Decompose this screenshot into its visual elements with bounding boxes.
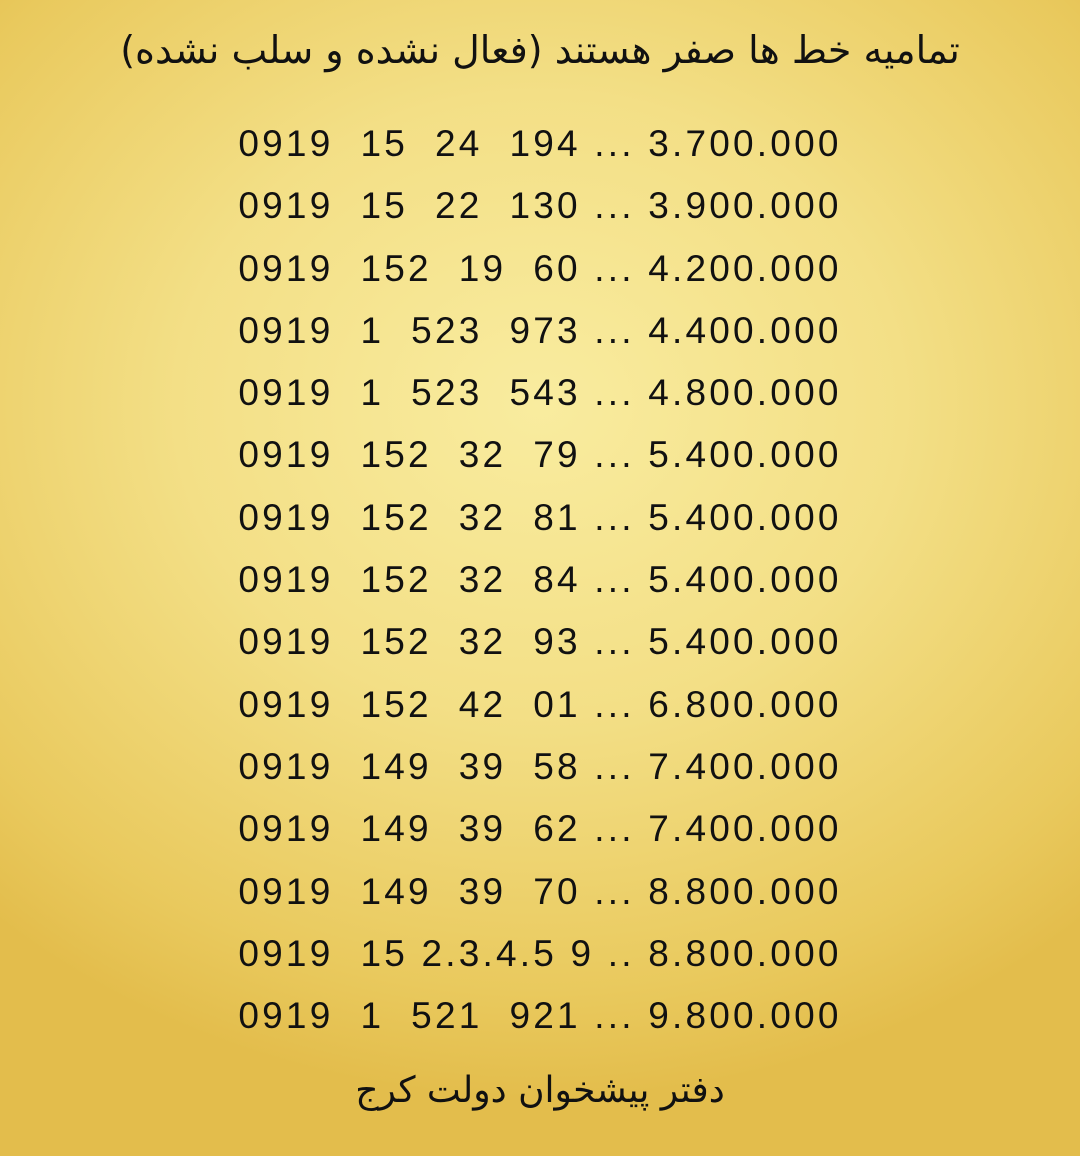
phone-number: 0919 152 32 81 (238, 496, 581, 538)
listing-row: 0919 152 32 93 ... 5.400.000 (0, 614, 1080, 676)
listing-row: 0919 1 521 921 ... 9.800.000 (0, 988, 1080, 1050)
separator-dots: ... (580, 995, 649, 1037)
separator-dots: ... (580, 683, 649, 725)
listing-row: 0919 152 42 01 ... 6.800.000 (0, 677, 1080, 739)
separator-dots: ... (580, 185, 649, 227)
price: 8.800.000 (648, 870, 842, 912)
price: 7.400.000 (648, 808, 842, 850)
phone-number: 0919 15 22 130 (238, 185, 581, 227)
listing-row: 0919 152 32 81 ... 5.400.000 (0, 490, 1080, 552)
phone-number: 0919 152 42 01 (238, 683, 581, 725)
price: 5.400.000 (648, 621, 842, 663)
price: 5.400.000 (648, 559, 842, 601)
phone-number: 0919 152 19 60 (238, 247, 581, 289)
price: 9.800.000 (648, 995, 842, 1037)
price: 3.700.000 (648, 123, 842, 164)
listing-row: 0919 152 32 79 ... 5.400.000 (0, 427, 1080, 489)
price: 3.900.000 (648, 185, 842, 227)
phone-number: 0919 152 32 93 (238, 621, 581, 663)
listing-row: 0919 15 24 194 ... 3.700.000 (0, 116, 1080, 178)
phone-number: 0919 1 523 973 (238, 309, 581, 351)
listing-row: 0919 149 39 62 ... 7.400.000 (0, 801, 1080, 863)
listing-row: 0919 149 39 70 ... 8.800.000 (0, 864, 1080, 926)
price: 5.400.000 (648, 434, 842, 476)
separator-dots: ... (580, 434, 649, 476)
separator-dots: ... (580, 372, 649, 414)
phone-number: 0919 15 24 194 (238, 123, 581, 164)
listing-row: 0919 1 523 973 ... 4.400.000 (0, 303, 1080, 365)
phone-number: 0919 15 2.3.4.5 9 (238, 932, 595, 974)
listing-row: 0919 15 2.3.4.5 9 .. 8.800.000 (0, 926, 1080, 988)
separator-dots: ... (580, 123, 649, 164)
separator-dots: ... (580, 496, 649, 538)
office-name-footer: دفتر پیشخوان دولت کرج (355, 1070, 725, 1111)
listing-row: 0919 1 523 543 ... 4.800.000 (0, 365, 1080, 427)
price: 4.800.000 (648, 372, 842, 414)
separator-dots: ... (580, 808, 649, 850)
separator-dots: ... (580, 870, 649, 912)
price: 5.400.000 (648, 496, 842, 538)
price: 7.400.000 (648, 745, 842, 787)
price: 8.800.000 (648, 932, 842, 974)
separator-dots: ... (580, 559, 649, 601)
listing-row: 0919 152 32 84 ... 5.400.000 (0, 552, 1080, 614)
phone-number: 0919 1 523 543 (238, 372, 581, 414)
phone-number: 0919 149 39 62 (238, 808, 581, 850)
phone-number: 0919 1 521 921 (238, 995, 581, 1037)
separator-dots: ... (580, 247, 649, 289)
phone-number: 0919 152 32 79 (238, 434, 581, 476)
price: 4.200.000 (648, 247, 842, 289)
listing-row: 0919 152 19 60 ... 4.200.000 (0, 241, 1080, 303)
separator-dots: ... (580, 745, 649, 787)
listing-row: 0919 15 22 130 ... 3.900.000 (0, 178, 1080, 240)
phone-number: 0919 149 39 70 (238, 870, 581, 912)
phone-number: 0919 152 32 84 (238, 559, 581, 601)
page-title: تمامیه خط ها صفر هستند (فعال نشده و سلب … (120, 28, 960, 72)
listing-row: 0919 149 39 58 ... 7.400.000 (0, 739, 1080, 801)
price: 4.400.000 (648, 309, 842, 351)
separator-dots: ... (580, 309, 649, 351)
phone-number: 0919 149 39 58 (238, 745, 581, 787)
phone-number-list: 0919 15 24 194 ... 3.700.000 0919 15 22 1… (0, 116, 1080, 1050)
separator-dots: ... (580, 621, 649, 663)
price: 6.800.000 (648, 683, 842, 725)
separator-dots: .. (594, 932, 649, 974)
